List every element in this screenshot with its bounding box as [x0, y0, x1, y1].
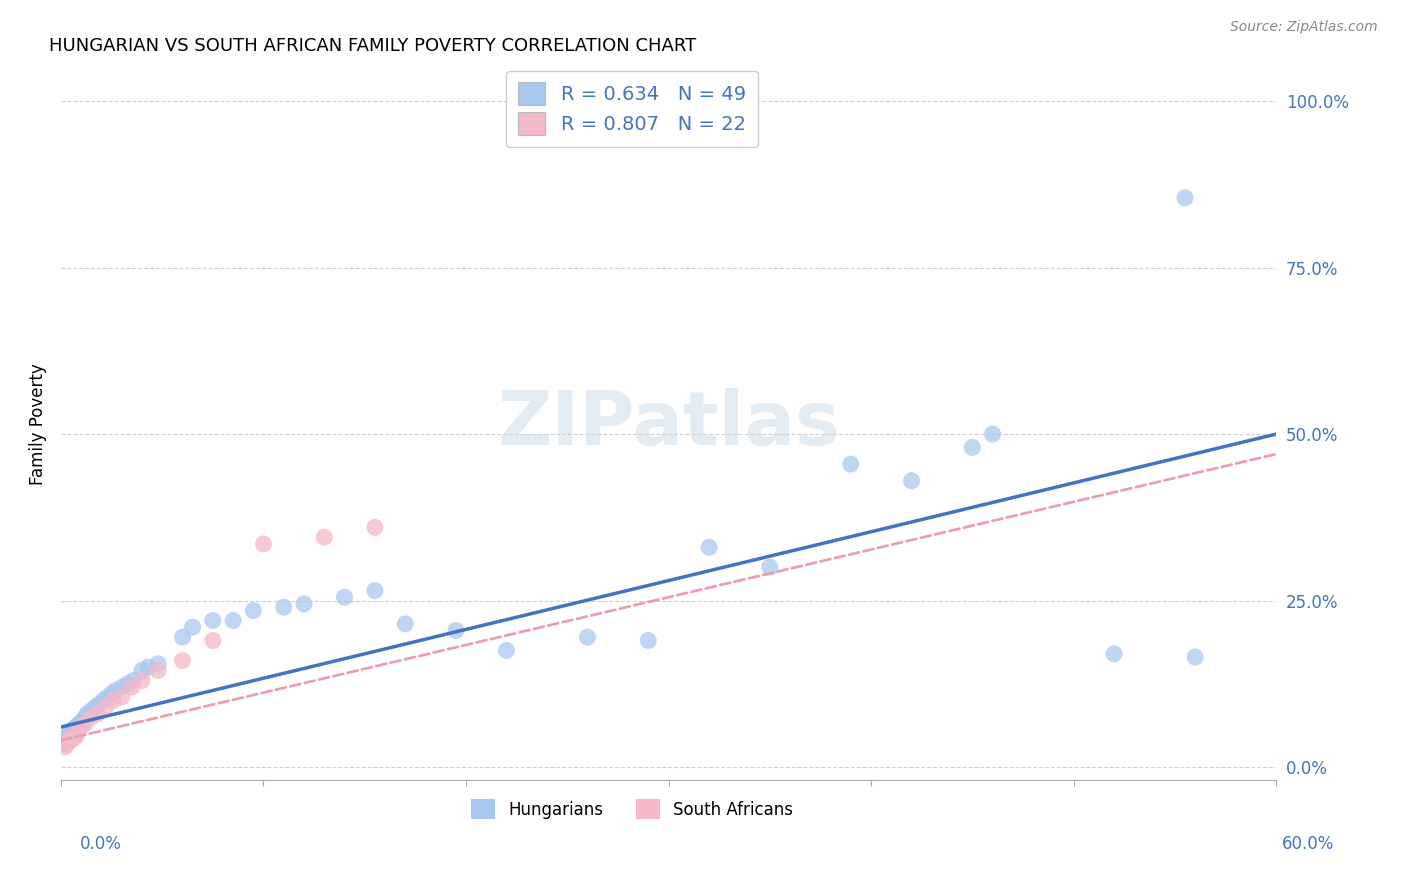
Point: [900, 474, 922, 488]
Point: [111, 680, 134, 694]
Point: [292, 597, 315, 611]
Point: [93, 693, 115, 707]
Point: [84, 700, 107, 714]
Point: [1174, 191, 1197, 205]
Point: [136, 660, 159, 674]
Point: [76, 706, 98, 721]
Point: [53, 733, 76, 747]
Point: [80, 703, 103, 717]
Point: [759, 560, 782, 574]
Point: [637, 633, 659, 648]
Point: [181, 620, 204, 634]
Point: [122, 673, 145, 688]
Point: [103, 693, 125, 707]
Point: [576, 630, 599, 644]
Point: [201, 633, 224, 648]
Point: [444, 624, 467, 638]
Text: Source: ZipAtlas.com: Source: ZipAtlas.com: [1230, 20, 1378, 34]
Point: [1184, 650, 1206, 665]
Point: [131, 673, 153, 688]
Point: [60, 723, 83, 738]
Point: [1102, 647, 1125, 661]
Point: [172, 653, 194, 667]
Point: [63, 730, 86, 744]
Point: [66, 720, 89, 734]
Point: [364, 520, 387, 534]
Point: [222, 614, 245, 628]
Point: [75, 710, 97, 724]
Point: [80, 710, 103, 724]
Point: [117, 677, 139, 691]
Point: [364, 583, 387, 598]
Point: [94, 700, 117, 714]
Point: [60, 733, 83, 747]
Point: [86, 706, 108, 721]
Point: [67, 716, 90, 731]
Point: [70, 720, 93, 734]
Point: [62, 723, 84, 738]
Point: [96, 690, 118, 704]
Point: [839, 457, 862, 471]
Point: [333, 591, 356, 605]
Point: [62, 730, 84, 744]
Y-axis label: Family Poverty: Family Poverty: [30, 363, 46, 485]
Point: [273, 600, 295, 615]
Point: [697, 541, 720, 555]
Point: [394, 616, 416, 631]
Point: [146, 664, 169, 678]
Point: [314, 530, 336, 544]
Point: [962, 441, 984, 455]
Point: [981, 427, 1004, 442]
Point: [242, 603, 264, 617]
Point: [58, 733, 80, 747]
Point: [58, 727, 80, 741]
Point: [201, 614, 224, 628]
Point: [495, 643, 517, 657]
Text: ZIPatlas: ZIPatlas: [498, 388, 839, 460]
Point: [100, 687, 122, 701]
Point: [72, 714, 94, 728]
Point: [111, 690, 134, 704]
Legend: Hungarians, South Africans: Hungarians, South Africans: [464, 793, 800, 825]
Point: [131, 664, 153, 678]
Point: [104, 683, 127, 698]
Point: [56, 737, 79, 751]
Text: 60.0%: 60.0%: [1281, 835, 1334, 853]
Text: 0.0%: 0.0%: [80, 835, 122, 853]
Point: [53, 739, 76, 754]
Point: [121, 680, 143, 694]
Point: [252, 537, 274, 551]
Text: HUNGARIAN VS SOUTH AFRICAN FAMILY POVERTY CORRELATION CHART: HUNGARIAN VS SOUTH AFRICAN FAMILY POVERT…: [49, 37, 696, 55]
Point: [56, 730, 79, 744]
Point: [70, 716, 93, 731]
Point: [172, 630, 194, 644]
Point: [146, 657, 169, 671]
Point: [63, 720, 86, 734]
Point: [66, 727, 89, 741]
Point: [52, 737, 75, 751]
Point: [89, 697, 111, 711]
Point: [75, 716, 97, 731]
